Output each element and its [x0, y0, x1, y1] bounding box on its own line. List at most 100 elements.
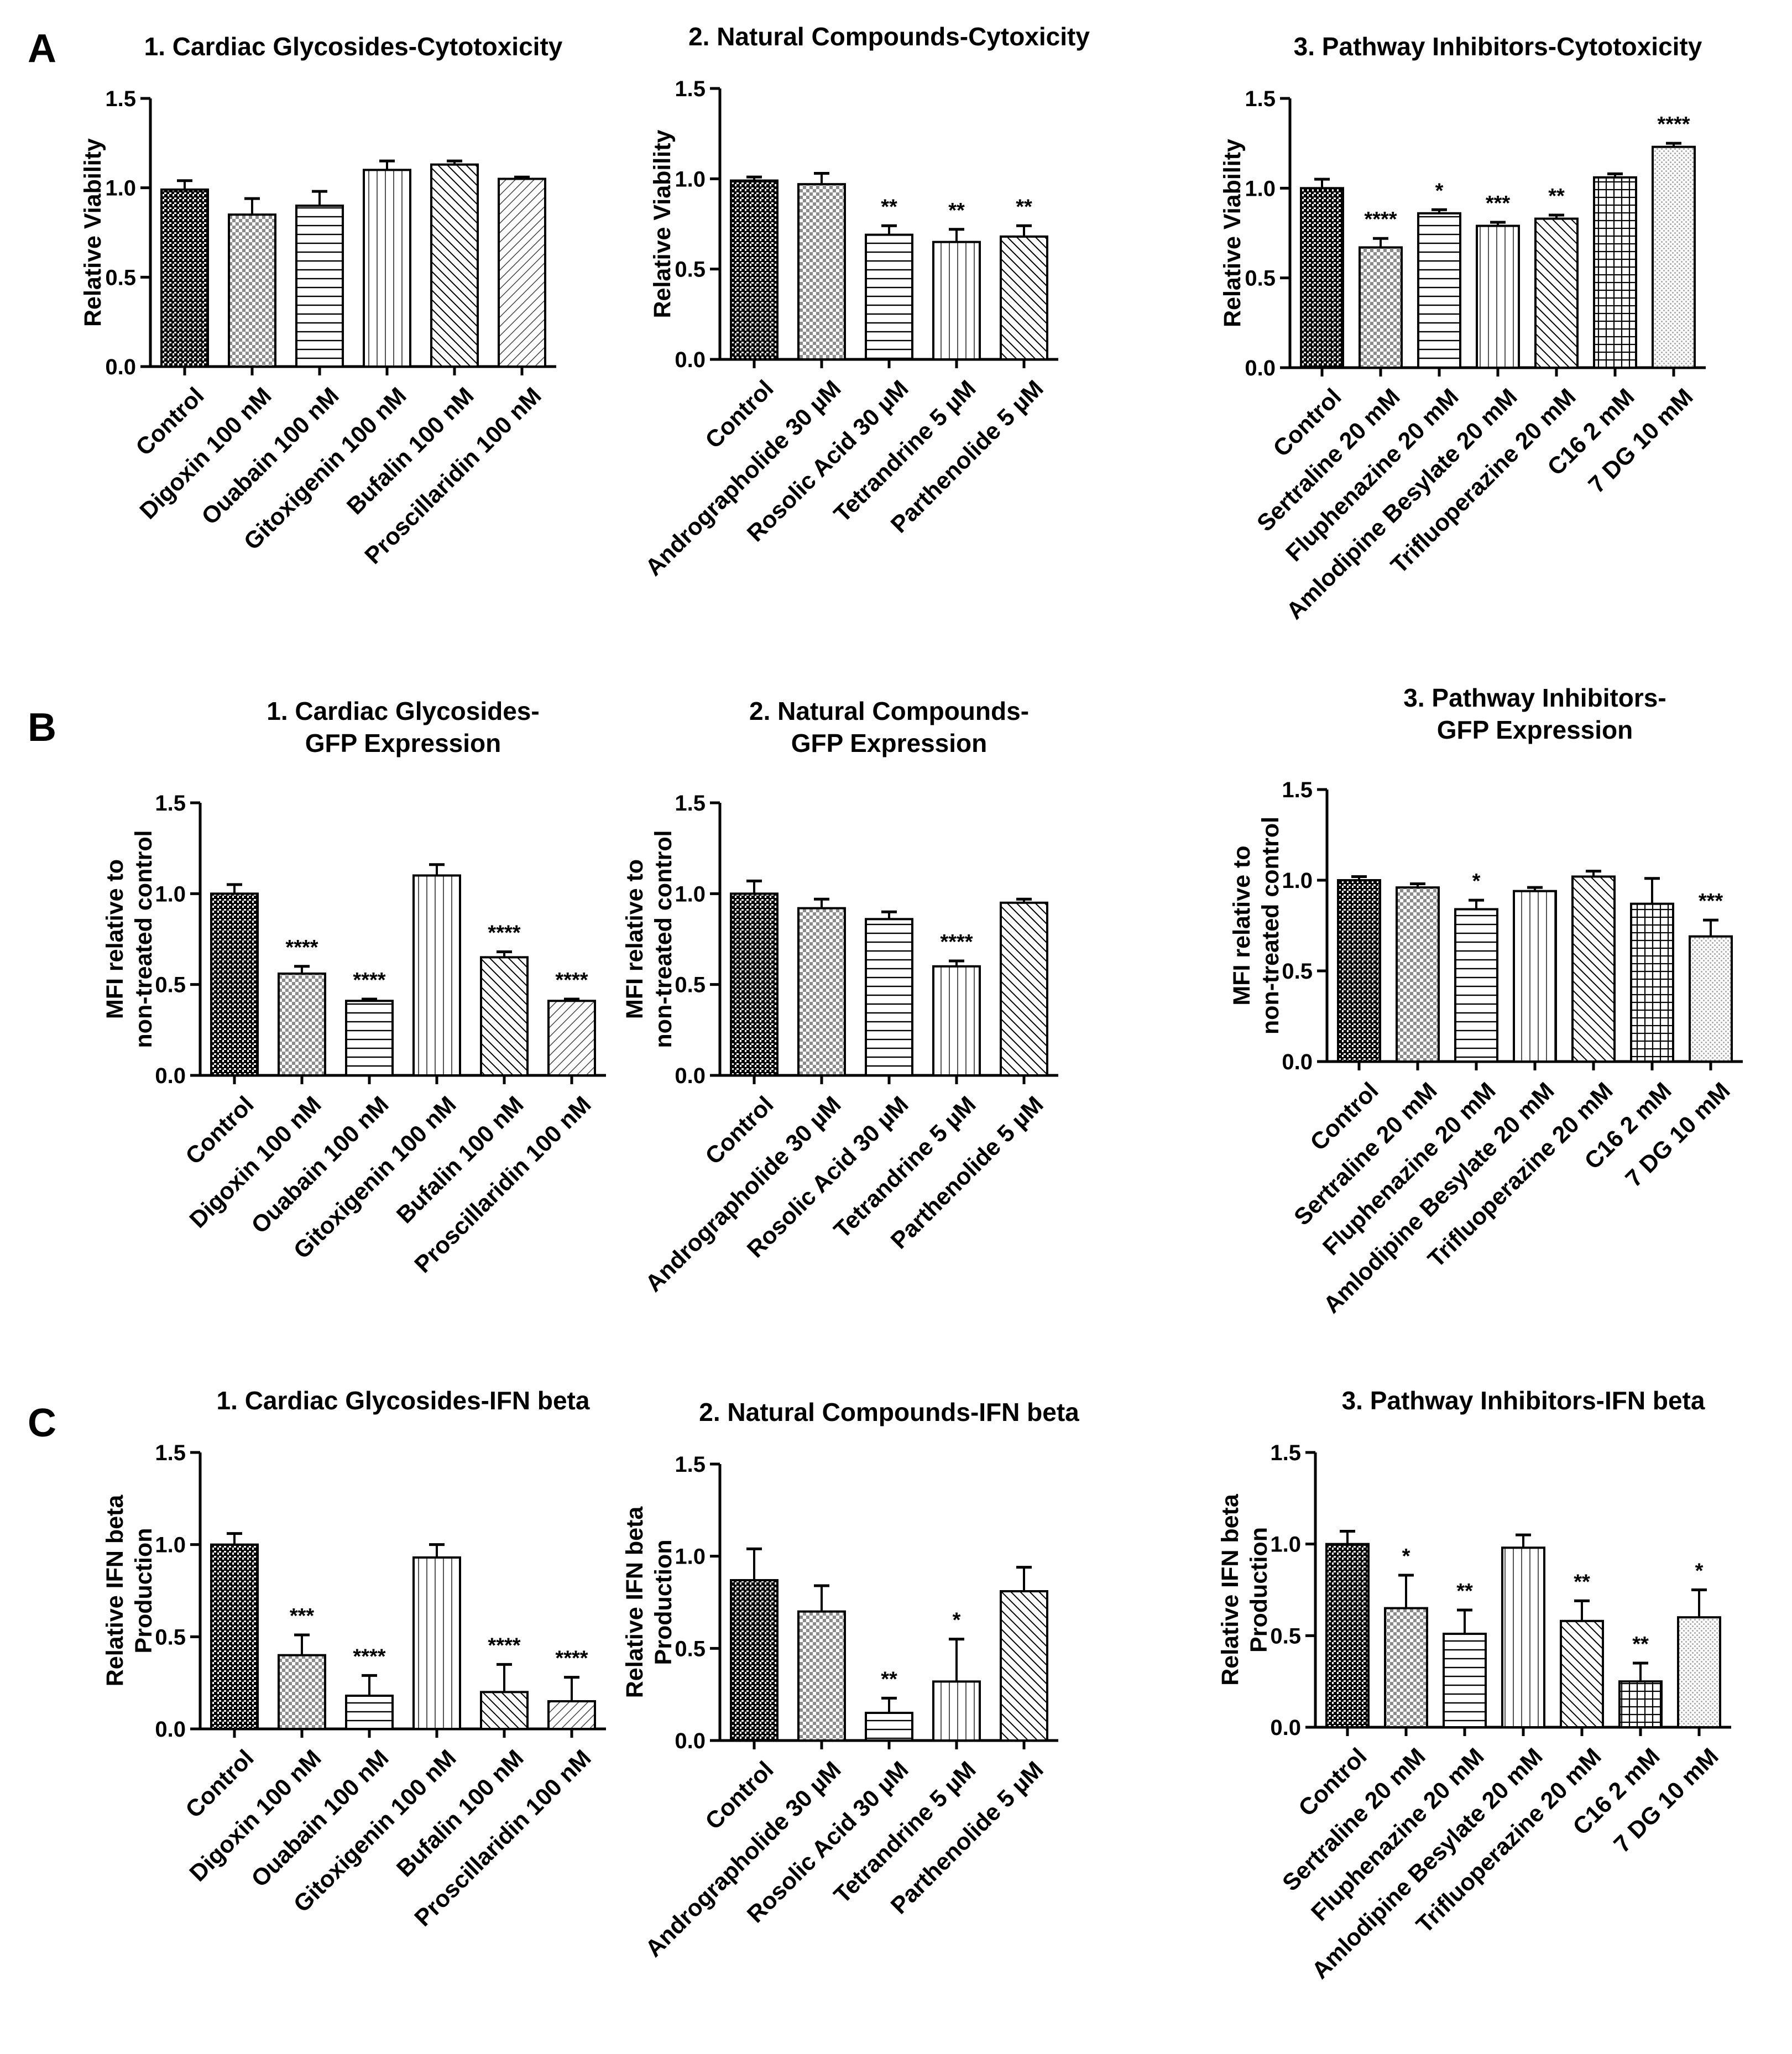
- bar: [865, 233, 913, 360]
- significance-label: ***: [1486, 192, 1511, 215]
- bar: [1384, 1607, 1428, 1728]
- bar: [1513, 890, 1557, 1063]
- significance-label: ****: [555, 1647, 588, 1670]
- bar: [345, 1000, 394, 1077]
- y-tick-label: 1.0: [1270, 1533, 1301, 1557]
- significance-label: *: [1402, 1545, 1410, 1568]
- bar: [278, 972, 326, 1076]
- bar: [1337, 879, 1381, 1063]
- y-tick-label: 0.0: [155, 1717, 186, 1742]
- y-tick-label: 0.5: [675, 258, 706, 282]
- bar: [932, 1680, 981, 1742]
- y-axis-label: Production: [1246, 1527, 1272, 1653]
- bar: [1454, 908, 1498, 1063]
- chart-title: 3. Pathway Inhibitors-Cytotoxicity: [1294, 32, 1702, 61]
- bar: [412, 874, 461, 1076]
- y-tick-label: 0.0: [675, 348, 706, 372]
- chart-a2: 2. Natural Compounds-Cytoxicity Relative …: [640, 22, 1090, 581]
- y-tick-label: 0.5: [155, 973, 186, 997]
- bar: [210, 892, 259, 1077]
- chart-a3: 3. Pathway Inhibitors-Cytotoxicity Relati…: [1219, 32, 1706, 625]
- y-axis-label: Production: [130, 1528, 157, 1654]
- bar: [797, 1610, 846, 1742]
- y-axis-label: Production: [650, 1540, 677, 1665]
- chart-title: GFP Expression: [305, 729, 501, 757]
- y-tick-label: 0.5: [675, 973, 706, 997]
- bar: [1443, 1633, 1487, 1729]
- y-tick-label: 0.0: [675, 1064, 706, 1088]
- chart-title: 1. Cardiac Glycosides-IFN beta: [217, 1386, 590, 1415]
- panel-letter-b: B: [28, 705, 56, 750]
- y-tick-label: 1.5: [675, 791, 706, 816]
- y-axis-label: Relative Viability: [1219, 139, 1246, 327]
- bar: [498, 177, 546, 368]
- bar: [547, 1700, 596, 1730]
- y-axis-label: Relative Viability: [649, 129, 676, 318]
- bar: [1000, 1590, 1048, 1742]
- bar: [865, 918, 913, 1076]
- bar: [278, 1654, 326, 1731]
- bar: [363, 169, 411, 368]
- panel-letter-a: A: [28, 27, 56, 71]
- significance-label: ****: [1657, 113, 1690, 136]
- bar: [1396, 886, 1440, 1063]
- significance-label: **: [1548, 185, 1565, 208]
- chart-c1: 1. Cardiac Glycosides-IFN beta Relative I…: [102, 1386, 606, 1932]
- y-tick-label: 0.5: [105, 265, 136, 290]
- y-tick-label: 0.5: [675, 1637, 706, 1661]
- bar: [1000, 901, 1048, 1077]
- y-tick-label: 0.5: [1282, 959, 1313, 984]
- bar: [547, 1000, 596, 1077]
- significance-label: ***: [290, 1604, 315, 1628]
- significance-label: ***: [1699, 890, 1723, 913]
- significance-label: ****: [940, 931, 973, 954]
- y-axis-label: non-treated control: [130, 830, 157, 1048]
- significance-label: ****: [353, 1645, 385, 1668]
- bar: [480, 956, 529, 1077]
- significance-label: ****: [1364, 208, 1397, 231]
- bar: [730, 1579, 779, 1742]
- bar: [1593, 176, 1637, 369]
- significance-label: *: [953, 1609, 961, 1632]
- bar: [1476, 224, 1520, 369]
- significance-label: *: [1472, 870, 1481, 893]
- y-axis-label: Relative IFN beta: [1217, 1493, 1244, 1686]
- chart-title: 2. Natural Compounds-Cytoxicity: [688, 22, 1090, 51]
- bar: [430, 163, 479, 368]
- y-axis-label: Relative IFN beta: [621, 1506, 648, 1698]
- bar: [345, 1695, 394, 1730]
- significance-label: ****: [285, 936, 318, 959]
- y-tick-label: 1.5: [155, 1441, 186, 1465]
- y-tick-label: 1.5: [675, 1452, 706, 1477]
- y-tick-label: 1.5: [1245, 87, 1276, 111]
- y-tick-label: 0.0: [675, 1729, 706, 1753]
- y-tick-label: 1.5: [1282, 778, 1313, 802]
- y-tick-label: 1.0: [155, 1533, 186, 1558]
- bar: [228, 213, 276, 368]
- chart-a1: 1. Cardiac Glycosides-Cytotoxicity Relati…: [80, 32, 563, 569]
- chart-title: 3. Pathway Inhibitors-IFN beta: [1342, 1386, 1705, 1415]
- bar: [295, 205, 344, 368]
- significance-label: **: [1632, 1633, 1649, 1656]
- significance-label: ****: [353, 969, 385, 992]
- bar: [1359, 246, 1403, 369]
- bar: [797, 183, 846, 360]
- y-tick-label: 1.0: [675, 1545, 706, 1569]
- bar: [1618, 1680, 1663, 1729]
- significance-label: ****: [555, 969, 588, 992]
- y-tick-label: 0.0: [1270, 1716, 1301, 1740]
- y-axis-label: MFI relative to: [621, 859, 648, 1019]
- bar: [412, 1556, 461, 1730]
- y-tick-label: 1.5: [675, 77, 706, 101]
- bar: [1630, 902, 1674, 1063]
- y-tick-label: 1.0: [155, 882, 186, 906]
- bar: [1534, 217, 1579, 369]
- bar: [1325, 1543, 1370, 1729]
- y-tick-label: 1.0: [105, 176, 136, 201]
- chart-b3: 3. Pathway Inhibitors- GFP Expression MFI …: [1229, 683, 1743, 1319]
- y-axis-label: non-treated control: [1257, 817, 1284, 1034]
- chart-title: GFP Expression: [791, 729, 988, 757]
- significance-label: **: [881, 195, 897, 218]
- y-tick-label: 1.5: [1270, 1441, 1301, 1465]
